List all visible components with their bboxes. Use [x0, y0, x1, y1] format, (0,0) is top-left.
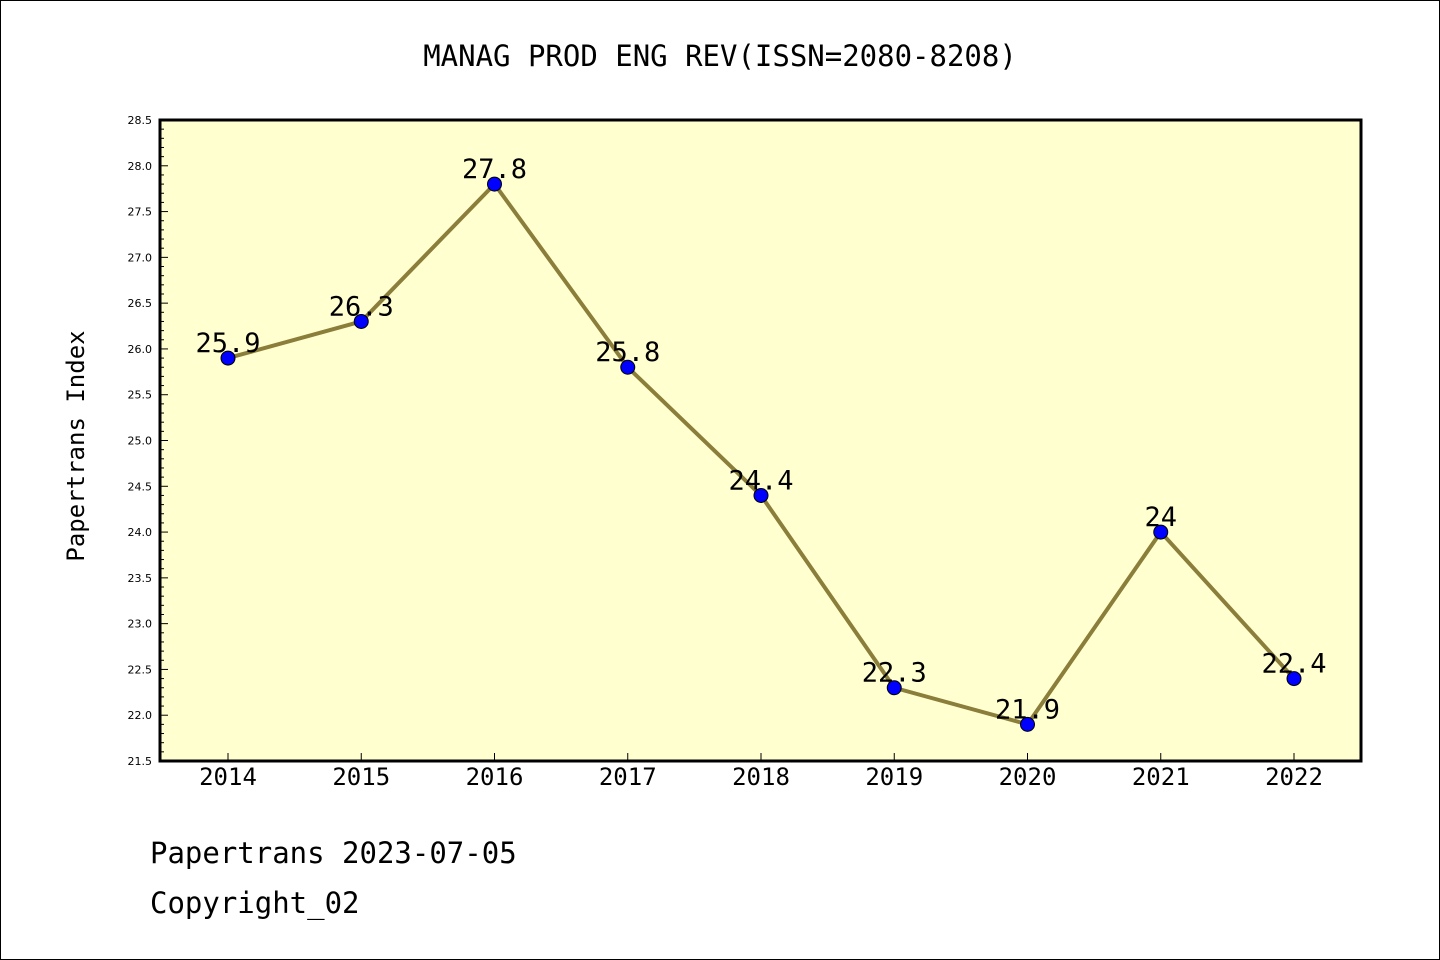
footer-copyright: Copyright_02 — [150, 886, 360, 920]
y-tick-label: 22.0 — [128, 709, 153, 722]
data-point — [620, 359, 636, 375]
series: 25.9 26.3 27.8 25.8 24.4 22.3 21.9 24 22.4 — [195, 154, 1327, 732]
data-label: 22.4 — [1261, 649, 1326, 680]
plot-area — [158, 118, 1363, 763]
data-label: 25.9 — [195, 328, 260, 359]
y-tick-label: 25.0 — [128, 435, 153, 448]
footer-date: Papertrans 2023-07-05 — [150, 836, 517, 870]
y-axis-ticks: 21.5 22.0 22.5 23.0 23.5 24.0 24.5 25.0 25.5 26.0… — [128, 114, 168, 768]
data-label: 21.9 — [995, 694, 1060, 725]
data-point — [753, 487, 769, 503]
data-label: 25.8 — [595, 337, 660, 368]
data-point — [1153, 524, 1169, 540]
x-tick-label: 2014 — [199, 763, 257, 791]
y-tick-label: 27.5 — [128, 206, 153, 219]
y-tick-label: 21.5 — [128, 755, 153, 768]
data-label: 24 — [1144, 502, 1177, 533]
x-tick-label: 2017 — [599, 763, 657, 791]
y-tick-label: 23.5 — [128, 572, 153, 585]
x-tick-label: 2020 — [999, 763, 1057, 791]
y-tick-label: 24.0 — [128, 526, 153, 539]
x-axis-ticks: 2014 2015 2016 2017 2018 2019 2020 2021 2022 — [199, 753, 1323, 791]
y-tick-label: 23.0 — [128, 618, 153, 631]
data-point — [1020, 716, 1035, 732]
y-tick-label: 28.5 — [128, 114, 153, 127]
y-tick-label: 27.0 — [128, 251, 153, 264]
data-label: 27.8 — [462, 154, 527, 185]
data-label: 26.3 — [329, 291, 394, 322]
y-tick-label: 25.5 — [128, 389, 153, 402]
data-point — [886, 680, 902, 696]
data-point — [220, 350, 236, 366]
data-point — [487, 176, 502, 192]
y-tick-label: 28.0 — [128, 160, 153, 173]
x-tick-label: 2019 — [865, 763, 923, 791]
y-axis-label: Papertrans Index — [62, 330, 90, 561]
y-tick-label: 24.5 — [128, 480, 153, 493]
data-label: 24.4 — [728, 465, 793, 496]
x-tick-label: 2015 — [332, 763, 390, 791]
y-tick-label: 26.0 — [128, 343, 153, 356]
data-point — [353, 313, 369, 329]
chart-title: MANAG PROD ENG REV(ISSN=2080-8208) — [423, 39, 1017, 73]
data-label: 22.3 — [862, 658, 927, 689]
x-tick-label: 2018 — [732, 763, 790, 791]
y-tick-label: 26.5 — [128, 297, 153, 310]
x-tick-label: 2021 — [1132, 763, 1190, 791]
x-tick-label: 2022 — [1265, 763, 1323, 791]
x-tick-label: 2016 — [466, 763, 524, 791]
y-tick-label: 22.5 — [128, 663, 153, 676]
data-point — [1286, 671, 1302, 687]
